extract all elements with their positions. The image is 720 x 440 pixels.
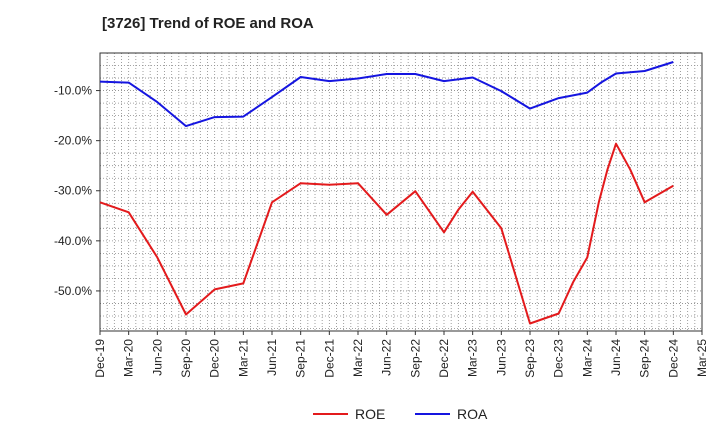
y-tick-label: -30.0% xyxy=(54,184,92,198)
y-tick-label: -20.0% xyxy=(54,134,92,148)
series-line-roe xyxy=(99,142,674,325)
x-tick-label: Dec-23 xyxy=(552,339,566,378)
x-tick-label: Mar-24 xyxy=(580,339,594,377)
x-tick-label: Jun-21 xyxy=(265,339,279,376)
x-tick-label: Sep-20 xyxy=(179,339,193,378)
x-tick-label: Jun-20 xyxy=(150,339,164,376)
y-tick-label: -10.0% xyxy=(54,84,92,98)
legend-label-roa: ROA xyxy=(457,406,488,422)
x-tick-label: Dec-24 xyxy=(666,339,680,378)
x-tick-label: Dec-21 xyxy=(322,339,336,378)
x-tick-label: Dec-19 xyxy=(93,339,107,378)
x-tick-label: Mar-21 xyxy=(236,339,250,377)
x-tick-label: Jun-22 xyxy=(380,339,394,376)
y-tick-label: -40.0% xyxy=(54,234,92,248)
y-tick-label: -50.0% xyxy=(54,284,92,298)
x-tick-label: Dec-20 xyxy=(208,339,222,378)
legend-label-roe: ROE xyxy=(355,406,385,422)
x-tick-label: Mar-23 xyxy=(466,339,480,377)
series-line-roa xyxy=(99,61,674,128)
x-tick-label: Mar-22 xyxy=(351,339,365,377)
chart-title: [3726] Trend of ROE and ROA xyxy=(102,15,314,32)
plot-frame xyxy=(99,52,703,332)
x-tick-label: Sep-24 xyxy=(638,339,652,378)
x-tick-label: Sep-23 xyxy=(523,339,537,378)
x-tick-label: Dec-22 xyxy=(437,339,451,378)
x-tick-label: Sep-22 xyxy=(408,339,422,378)
x-tick-label: Sep-21 xyxy=(294,339,308,378)
x-tick-label: Jun-23 xyxy=(494,339,508,376)
x-tick-label: Mar-20 xyxy=(122,339,136,377)
x-tick-label: Mar-25 xyxy=(695,339,709,377)
x-tick-label: Jun-24 xyxy=(609,339,623,376)
